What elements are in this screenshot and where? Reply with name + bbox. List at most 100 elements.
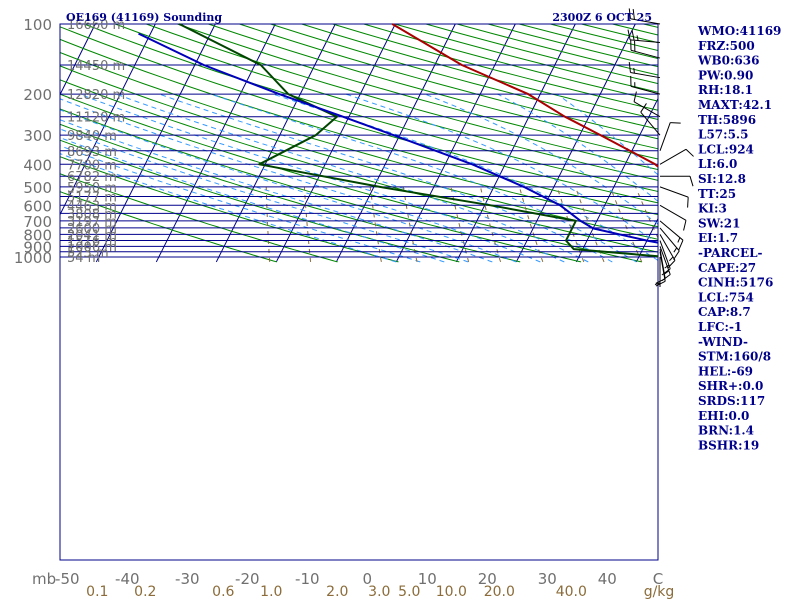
index-value: EHI:0.0	[698, 409, 749, 423]
index-value: RH:18.1	[698, 83, 753, 97]
index-value: LCL:754	[698, 290, 754, 304]
mixing-ratio-label: 5.0	[398, 584, 420, 600]
moist-adiabat-line	[210, 93, 637, 263]
temperature-tick-label: 40	[598, 570, 617, 588]
height-label: 9840 m	[67, 129, 117, 144]
index-value: TH:5896	[698, 113, 756, 127]
temperature-tick-label: -20	[235, 570, 260, 588]
height-label: 12820 m	[67, 88, 125, 103]
dry-adiabat-line	[612, 23, 659, 36]
height-label: 2600 m	[67, 222, 117, 237]
mixing-ratio-label: 20.0	[484, 584, 515, 600]
dry-adiabat-line	[425, 23, 659, 85]
temperature-tick-label: -40	[115, 570, 140, 588]
index-value: KI:3	[698, 202, 727, 216]
temperature-tick-label: -50	[55, 570, 80, 588]
wind-barb-flag	[633, 91, 637, 102]
wind-barb-staff	[659, 148, 687, 165]
mixing-ratio-label: 2.0	[326, 584, 348, 600]
height-label: 11120 m	[67, 111, 125, 126]
index-value: BRN:1.4	[698, 424, 754, 438]
wind-barb-half-flag	[673, 247, 678, 253]
wind-barb-staff	[630, 39, 661, 43]
mixing-ratio-line	[518, 186, 544, 263]
dewpoint-profile	[178, 23, 659, 258]
index-value: SI:12.8	[698, 172, 746, 186]
index-value: -PARCEL-	[698, 246, 763, 260]
temperature-tick-label: -10	[295, 570, 320, 588]
dry-adiabat-lines	[59, 23, 659, 263]
wind-barb-staff	[640, 111, 661, 136]
pressure-tick-label: 700	[23, 213, 52, 231]
mixing-ratio-line	[303, 186, 312, 262]
dry-adiabat-line	[59, 65, 659, 240]
index-value: SHR+:0.0	[698, 379, 763, 393]
temperature-tick-label: 0	[363, 570, 373, 588]
height-label: 1516 m	[67, 235, 117, 250]
index-value: CAP:8.7	[698, 305, 751, 319]
chart-title: OE169 (41169) Sounding	[66, 11, 222, 24]
mixing-ratio-line	[402, 186, 418, 263]
isotherm-line	[59, 23, 156, 215]
height-label: 14450 m	[67, 59, 125, 74]
dry-adiabat-line	[59, 108, 582, 263]
wind-barb-flag	[628, 8, 631, 19]
dry-adiabat-line	[177, 23, 659, 160]
moist-adiabat-line	[159, 93, 613, 263]
wind-barb-half-flag	[664, 264, 670, 269]
wind-barb-staff	[659, 240, 671, 269]
temperature-unit-label: C	[653, 570, 663, 588]
wind-barb-flag	[640, 103, 647, 113]
moist-adiabat-line	[345, 93, 659, 244]
dry-adiabat-line	[115, 23, 659, 181]
wind-barb-flag	[631, 29, 635, 41]
wind-barb-staff	[659, 186, 689, 198]
wind-barb-flag	[685, 148, 694, 157]
wind-barb-half-flag	[636, 35, 639, 41]
mixing-ratio-label: 40.0	[556, 584, 587, 600]
height-label: 2041 m	[67, 228, 117, 243]
height-label: 1006 m	[67, 240, 117, 255]
height-label: 54 m	[67, 251, 100, 266]
moist-adiabat-line	[556, 93, 659, 176]
wind-barb-staff	[630, 71, 661, 79]
height-label: 3197 m	[67, 215, 117, 230]
moist-adiabat-line	[59, 98, 541, 263]
dry-adiabat-line	[59, 38, 659, 216]
mixing-ratio-line	[556, 186, 585, 263]
isotherm-line	[275, 23, 396, 263]
dry-adiabat-line	[270, 23, 659, 130]
temperature-profile	[391, 23, 659, 168]
moist-adiabat-line	[497, 93, 659, 202]
index-value: EI:1.7	[698, 231, 738, 245]
mixing-ratio-label: 0.6	[212, 584, 234, 600]
dry-adiabat-line	[59, 123, 521, 263]
wind-barb-flag	[673, 250, 680, 260]
height-label: 523 m	[67, 246, 109, 261]
moist-adiabat-line	[59, 153, 397, 263]
pressure-tick-label: 900	[23, 238, 52, 256]
dry-adiabat-line	[301, 23, 659, 120]
index-value: LI:6.0	[698, 157, 737, 171]
wind-barb-flag	[670, 122, 681, 124]
dry-adiabat-line	[59, 52, 659, 228]
wind-barb-flag	[655, 278, 666, 284]
temperature-tick-label: 10	[418, 570, 437, 588]
dry-adiabat-line	[59, 93, 643, 263]
wind-barb-half-flag	[677, 237, 681, 243]
dry-adiabat-line	[456, 23, 659, 76]
wind-barb-staff	[659, 246, 671, 275]
mixing-ratio-lines	[265, 186, 659, 263]
pressure-unit-label: mb	[32, 570, 56, 588]
temperature-tick-label: -30	[175, 570, 200, 588]
wind-barb-flag	[689, 176, 694, 187]
index-value: STM:160/8	[698, 350, 771, 364]
wind-barb-flag	[687, 197, 689, 208]
pressure-tick-label: 1000	[14, 249, 52, 267]
mixing-ratio-unit-label: g/kg	[644, 584, 675, 600]
index-value: SRDS:117	[698, 394, 765, 408]
mixing-ratio-line	[265, 186, 271, 262]
